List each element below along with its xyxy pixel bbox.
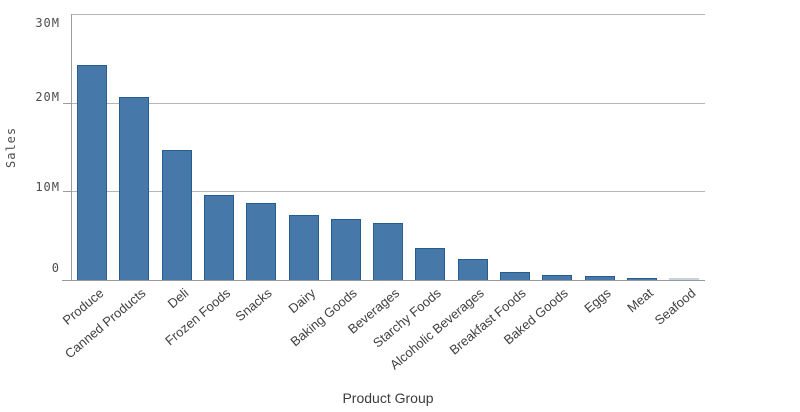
y-tick-label-20m: 20M [35,90,60,104]
bar-eggs[interactable] [585,276,615,280]
bar-alcoholic-beverages[interactable] [458,259,488,280]
x-tick-label-seafood: Seafood [651,285,698,328]
x-tick-label-dairy: Dairy [285,285,318,317]
bar-produce[interactable] [77,65,107,280]
bar-baking-goods[interactable] [331,219,361,280]
y-tick-label-30m: 30M [35,16,60,30]
bar-starchy-foods[interactable] [415,248,445,280]
y-axis-line [71,14,72,281]
bar-breakfast-foods[interactable] [500,272,530,280]
gridline-10m [71,191,705,192]
x-tick-label-snacks: Snacks [232,285,275,325]
bar-canned-products[interactable] [119,97,149,280]
y-tick-label-0: 0 [51,261,60,275]
gridline-30m [71,14,705,15]
bar-seafood[interactable] [669,278,699,280]
bar-deli[interactable] [162,150,192,280]
y-tick-10m [63,191,71,192]
bar-dairy[interactable] [289,215,319,280]
bar-frozen-foods[interactable] [204,195,234,280]
bar-meat[interactable] [627,278,657,280]
x-tick-label-deli: Deli [164,285,191,312]
bar-baked-goods[interactable] [542,275,572,280]
y-tick-20m [63,103,71,104]
x-axis-baseline [62,280,705,281]
bar-beverages[interactable] [373,223,403,280]
bar-snacks[interactable] [246,203,276,280]
y-tick-label-10m: 10M [35,180,60,194]
x-tick-label-eggs: Eggs [581,285,614,316]
x-axis-title: Product Group [342,390,434,406]
gridline-20m [71,103,705,104]
y-axis-title: Sales [4,126,18,168]
x-tick-label-meat: Meat [624,285,656,316]
